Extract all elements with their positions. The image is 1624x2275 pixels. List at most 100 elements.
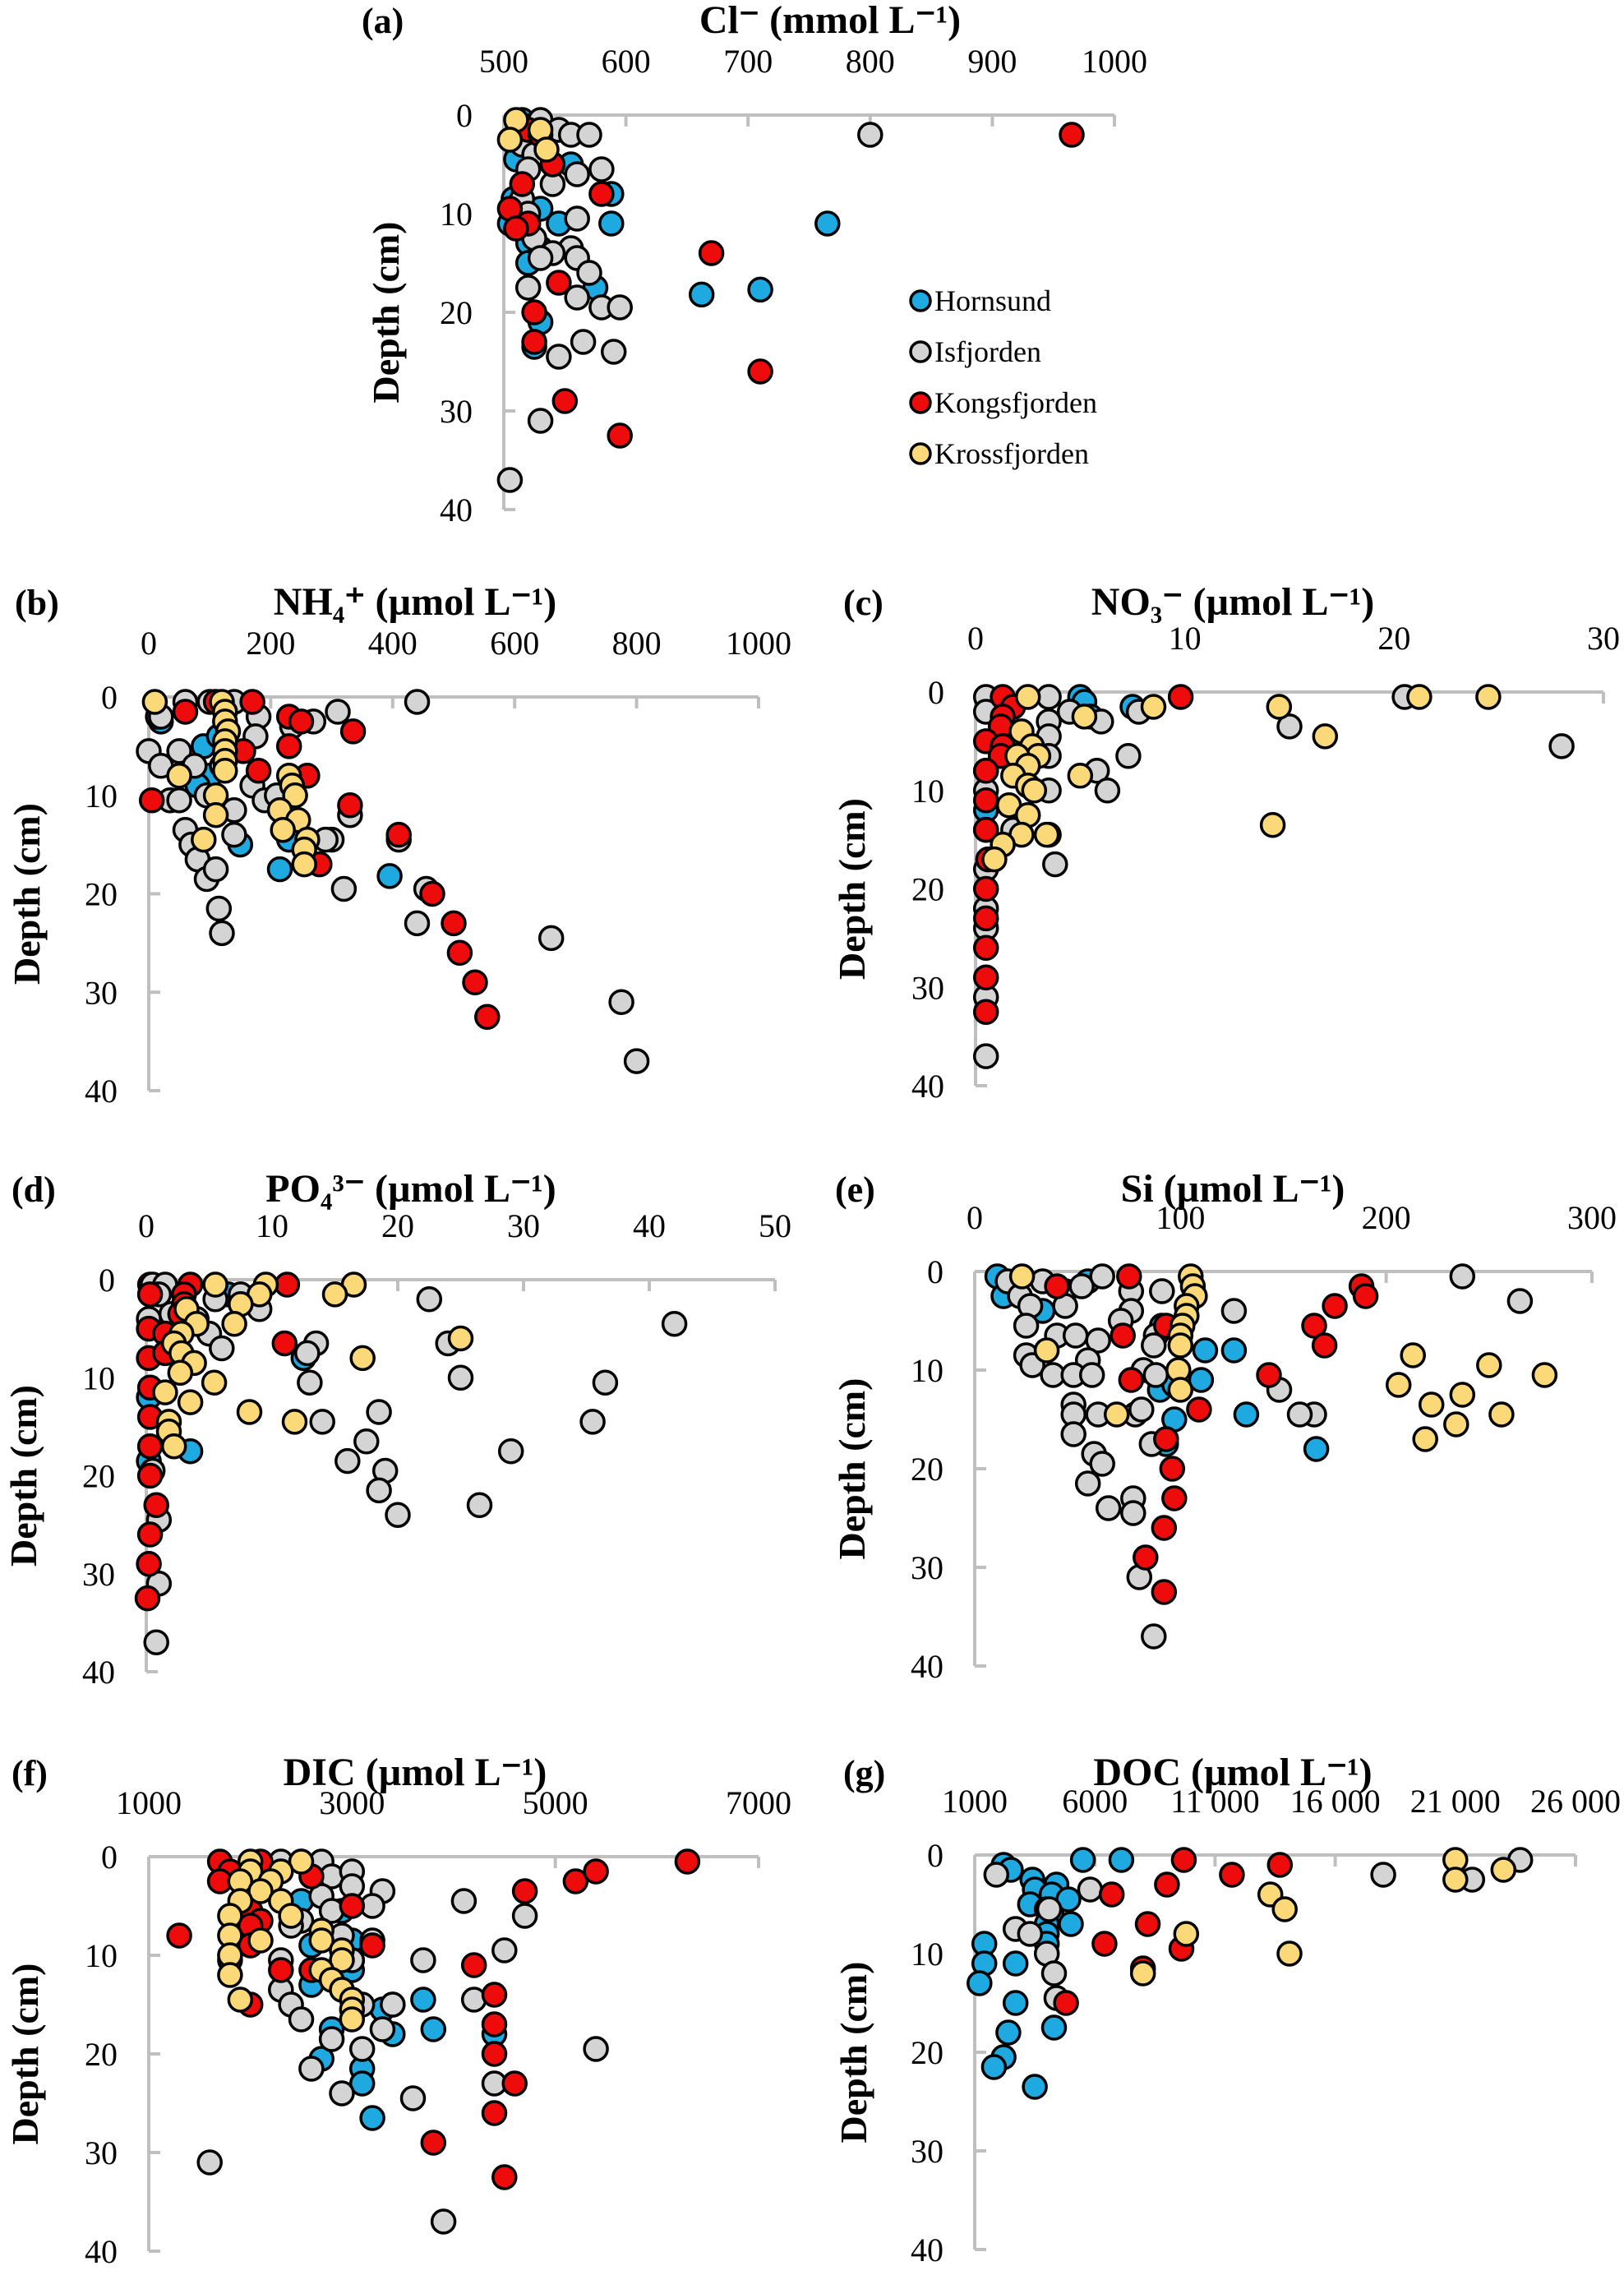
data-point-hornsund bbox=[747, 276, 773, 303]
data-point-kongsfjorden bbox=[288, 708, 315, 735]
x-tick-label: 30 bbox=[1587, 620, 1620, 657]
legend-item-hornsund: Hornsund bbox=[909, 284, 1051, 317]
data-point-hornsund bbox=[1022, 2074, 1048, 2100]
data-point-hornsund bbox=[995, 2019, 1022, 2046]
data-point-kongsfjorden bbox=[1266, 1852, 1294, 1878]
data-point-kongsfjorden bbox=[136, 1551, 162, 1577]
data-point-isfjorden bbox=[857, 122, 884, 148]
y-axis-label: Depth (cm) bbox=[365, 222, 407, 404]
data-point-kongsfjorden bbox=[1167, 684, 1194, 710]
data-point-isfjorden bbox=[353, 1428, 380, 1455]
data-point-isfjorden bbox=[1017, 1921, 1044, 1947]
y-tick-label: 0 bbox=[101, 1839, 118, 1876]
y-tick-label: 10 bbox=[911, 773, 944, 810]
series-krossfjorden bbox=[152, 1271, 474, 1460]
x-tick-label: 50 bbox=[759, 1207, 791, 1244]
data-point-isfjorden bbox=[491, 1937, 518, 1964]
data-point-isfjorden bbox=[366, 1399, 392, 1425]
data-point-kongsfjorden bbox=[503, 215, 529, 242]
data-point-kongsfjorden bbox=[1352, 1283, 1379, 1309]
series-isfjorden bbox=[496, 107, 884, 493]
data-point-isfjorden bbox=[404, 689, 431, 715]
data-point-hornsund bbox=[1188, 1367, 1215, 1393]
data-point-kongsfjorden bbox=[481, 2041, 508, 2067]
y-tick-label: 30 bbox=[82, 1556, 115, 1593]
series-kongsfjorden bbox=[1053, 1847, 1294, 2016]
data-point-kongsfjorden bbox=[972, 934, 999, 962]
data-point-krossfjorden bbox=[1449, 1382, 1476, 1408]
data-point-hornsund bbox=[420, 2016, 447, 2042]
data-point-kongsfjorden bbox=[972, 816, 999, 843]
data-point-kongsfjorden bbox=[1118, 1367, 1145, 1393]
data-point-krossfjorden bbox=[1259, 811, 1286, 838]
data-point-hornsund bbox=[1108, 1847, 1135, 1873]
data-point-kongsfjorden bbox=[1110, 1322, 1136, 1349]
data-point-kongsfjorden bbox=[1151, 1515, 1178, 1541]
x-tick-label: 21 000 bbox=[1410, 1783, 1501, 1820]
data-point-krossfjorden bbox=[329, 1947, 355, 1973]
data-point-krossfjorden bbox=[141, 689, 168, 715]
data-point-isfjorden bbox=[1077, 1876, 1104, 1903]
data-point-isfjorden bbox=[1141, 1332, 1167, 1359]
data-point-isfjorden bbox=[1142, 1362, 1170, 1388]
data-point-krossfjorden bbox=[1129, 1960, 1156, 1987]
series-krossfjorden bbox=[1129, 1847, 1517, 1987]
data-point-kongsfjorden bbox=[1256, 1362, 1282, 1388]
data-point-kongsfjorden bbox=[143, 1492, 169, 1519]
data-point-isfjorden bbox=[546, 344, 572, 370]
data-point-kongsfjorden bbox=[337, 791, 363, 819]
panel-title-f: DIC (µmol L⁻¹) bbox=[284, 1751, 547, 1794]
x-tick-label: 40 bbox=[633, 1207, 666, 1244]
data-point-krossfjorden bbox=[1312, 723, 1339, 750]
legend-label-krossfjorden: Krossfjorden bbox=[934, 437, 1089, 470]
x-tick-label: 3000 bbox=[319, 1784, 385, 1821]
x-tick-label: 11 000 bbox=[1170, 1783, 1260, 1820]
data-point-hornsund bbox=[348, 2070, 376, 2097]
data-point-krossfjorden bbox=[1443, 1411, 1469, 1437]
series-krossfjorden bbox=[141, 689, 321, 878]
data-point-kongsfjorden bbox=[136, 1462, 164, 1489]
data-point-kongsfjorden bbox=[562, 1868, 589, 1894]
x-tick-label: 5000 bbox=[523, 1784, 588, 1821]
data-point-kongsfjorden bbox=[136, 1281, 164, 1308]
data-point-krossfjorden bbox=[202, 801, 229, 828]
x-tick-label: 800 bbox=[612, 625, 662, 662]
data-point-krossfjorden bbox=[1266, 694, 1293, 720]
legend-item-isfjorden: Isfjorden bbox=[909, 335, 1041, 368]
data-point-krossfjorden bbox=[1008, 1263, 1036, 1290]
data-point-isfjorden bbox=[1089, 1263, 1115, 1290]
y-tick-label: 10 bbox=[82, 1359, 115, 1396]
y-tick-label: 40 bbox=[911, 1068, 944, 1105]
data-point-kongsfjorden bbox=[674, 1848, 701, 1875]
data-point-krossfjorden bbox=[1067, 763, 1094, 789]
x-tick-label: 300 bbox=[1567, 1199, 1617, 1236]
data-point-kongsfjorden bbox=[511, 1878, 538, 1904]
data-point-isfjorden bbox=[309, 1409, 335, 1435]
x-tick-label: 1000 bbox=[726, 625, 791, 662]
data-point-isfjorden bbox=[1141, 1623, 1167, 1650]
x-tick-label: 100 bbox=[1156, 1199, 1205, 1236]
y-tick-label: 30 bbox=[911, 969, 944, 1006]
data-point-hornsund bbox=[1040, 2014, 1068, 2041]
data-point-krossfjorden bbox=[212, 758, 238, 784]
data-point-krossfjorden bbox=[496, 127, 524, 153]
data-point-isfjorden bbox=[600, 339, 627, 365]
data-point-kongsfjorden bbox=[339, 718, 367, 745]
data-point-kongsfjorden bbox=[501, 2070, 528, 2097]
data-point-kongsfjorden bbox=[419, 880, 445, 907]
data-point-kongsfjorden bbox=[136, 1521, 164, 1548]
data-point-isfjorden bbox=[288, 2006, 315, 2033]
data-point-kongsfjorden bbox=[481, 2011, 508, 2037]
series-krossfjorden bbox=[1008, 1263, 1558, 1452]
data-point-kongsfjorden bbox=[1154, 1871, 1180, 1898]
data-point-krossfjorden bbox=[1173, 1921, 1200, 1947]
data-point-isfjorden bbox=[466, 1492, 493, 1519]
data-point-kongsfjorden bbox=[1134, 1911, 1161, 1937]
data-point-hornsund bbox=[376, 863, 403, 889]
y-tick-label: 0 bbox=[928, 674, 944, 711]
data-point-isfjorden bbox=[385, 1502, 411, 1528]
data-point-hornsund bbox=[266, 856, 293, 883]
data-point-isfjorden bbox=[1089, 1451, 1115, 1477]
data-point-isfjorden bbox=[143, 1629, 169, 1655]
data-point-kongsfjorden bbox=[972, 905, 999, 932]
